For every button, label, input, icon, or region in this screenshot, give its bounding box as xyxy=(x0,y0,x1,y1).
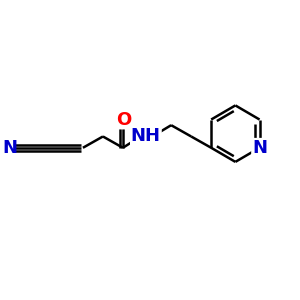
Text: N: N xyxy=(252,139,267,157)
Text: NH: NH xyxy=(131,128,161,146)
Text: O: O xyxy=(116,110,132,128)
Text: N: N xyxy=(3,139,18,157)
